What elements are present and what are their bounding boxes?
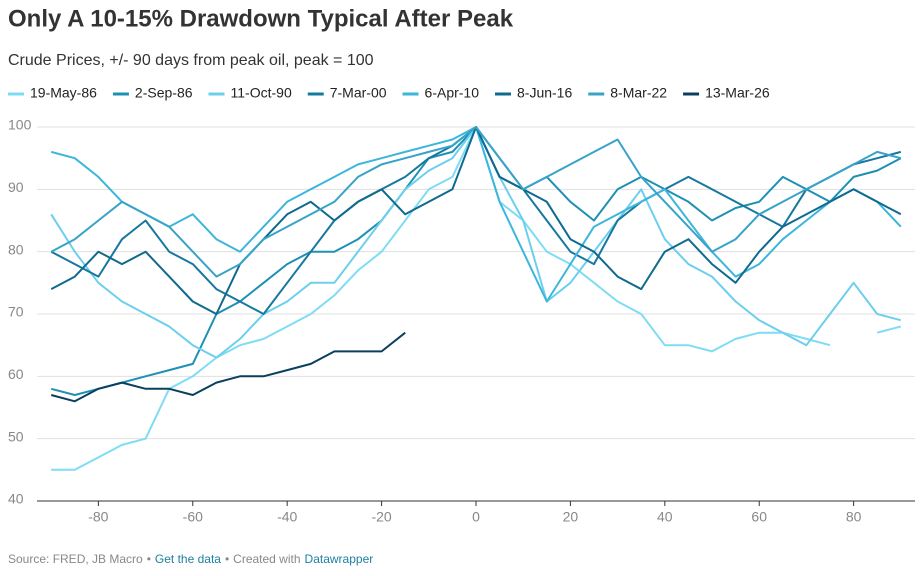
chart-subtitle: Crude Prices, +/- 90 days from peak oil,… [8,52,374,69]
y-tick-label: 50 [8,428,24,444]
legend-label: 11-Oct-90 [231,85,292,101]
y-tick-label: 80 [8,241,24,257]
y-tick-label: 90 [8,179,24,195]
footer-link[interactable]: Get the data [155,552,221,566]
series-line [50,126,902,315]
series-line [50,126,902,303]
series-line [50,126,902,396]
legend-label: 8-Mar-22 [610,85,667,101]
footer-link[interactable]: Datawrapper [305,552,374,566]
y-tick-label: 70 [8,304,24,320]
legend-label: 6-Apr-10 [425,85,480,101]
legend-label: 8-Jun-16 [517,85,572,101]
x-tick-label: -80 [88,509,108,525]
grid: 40 50 60 70 80 90 100 -80 -60 -40 -20 0 20 40 60 80 [8,117,915,525]
x-tick-label: 60 [751,509,767,525]
chart-title: Only A 10-15% Drawdown Typical After Pea… [8,5,514,32]
legend-label: 7-Mar-00 [330,85,387,101]
y-tick-label: 40 [8,491,24,507]
series-line [50,126,902,278]
footer-text: Created with [233,552,300,566]
x-tick-label: -20 [371,509,391,525]
x-tick-label: -40 [277,509,297,525]
footer-text: • [147,552,151,566]
x-tick-label: 20 [563,509,579,525]
legend: 19-May-86 2-Sep-86 11-Oct-90 7-Mar-00 6-Apr-… [8,85,770,101]
footer: Source: FRED, JB Macro • Get the data • Crea… [8,552,373,566]
x-tick-label: 80 [846,509,862,525]
footer-text: • [225,552,229,566]
legend-label: 13-Mar-26 [705,85,770,101]
x-tick-label: -60 [183,509,203,525]
series-line [50,331,406,403]
x-tick-label: 0 [472,509,480,525]
legend-label: 19-May-86 [30,85,97,101]
lines [50,126,902,471]
y-tick-label: 100 [8,117,32,133]
x-tick-label: 40 [657,509,673,525]
series-line [51,126,902,471]
y-tick-label: 60 [8,366,24,382]
series-line [50,126,902,359]
legend-label: 2-Sep-86 [135,85,193,101]
footer-text: Source: FRED, JB Macro [8,552,143,566]
